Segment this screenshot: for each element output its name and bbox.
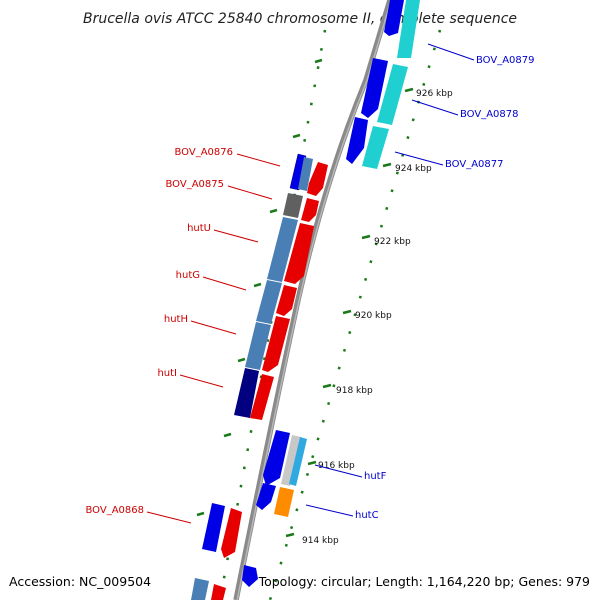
scale-label-918: 918 kbp bbox=[336, 386, 373, 396]
map-title: Brucella ovis ATCC 25840 chromosome II, … bbox=[83, 11, 517, 27]
tick-rails bbox=[218, 29, 442, 600]
gene-bov-a0878-cyan bbox=[377, 64, 408, 125]
scale-label-924: 924 kbp bbox=[395, 164, 432, 174]
outer-dash bbox=[292, 133, 301, 139]
label-bov-a0879: BOV_A0879 bbox=[476, 55, 535, 66]
label-hutu: hutU bbox=[187, 223, 211, 234]
leader-bov-a0876 bbox=[236, 153, 281, 167]
outer-dash bbox=[223, 432, 232, 438]
gene-huth-steel bbox=[245, 322, 271, 370]
leader-bov-a0879 bbox=[427, 43, 475, 61]
gene-hutf-lightgray bbox=[281, 435, 301, 486]
tick-916 bbox=[307, 460, 317, 466]
outer-dash bbox=[314, 58, 323, 64]
tick-920 bbox=[342, 309, 352, 315]
gene-labels: BOV_A0879 BOV_A0878 BOV_A0877 BOV_A0876 … bbox=[85, 55, 534, 521]
leader-bov-a0878 bbox=[411, 99, 459, 116]
tick-924 bbox=[382, 162, 392, 168]
label-hutg: hutG bbox=[176, 270, 200, 281]
outer-dash bbox=[253, 282, 262, 288]
tick-914 bbox=[285, 532, 295, 538]
outer-dash bbox=[269, 208, 278, 214]
genes-inner bbox=[242, 0, 420, 587]
tick-926 bbox=[404, 87, 414, 93]
gene-hutg-steel bbox=[256, 280, 282, 324]
scale-label-914: 914 kbp bbox=[302, 536, 339, 546]
gene-bov-a0876-steel bbox=[298, 157, 313, 191]
label-hutc: hutC bbox=[355, 510, 379, 521]
sequence-backbone bbox=[233, 0, 393, 600]
leader-hutu bbox=[213, 229, 259, 243]
label-huti: hutI bbox=[157, 368, 177, 379]
gene-bov-a0875-gray bbox=[283, 193, 303, 218]
label-hutf: hutF bbox=[364, 471, 387, 482]
label-bov-a0876: BOV_A0876 bbox=[174, 147, 233, 158]
tick-918 bbox=[322, 383, 332, 389]
gene-bov-a0868-forward bbox=[221, 508, 242, 558]
gene-next-forward bbox=[211, 584, 226, 600]
gene-hutu-forward bbox=[284, 223, 314, 284]
scale-label-916: 916 kbp bbox=[318, 461, 355, 471]
scale-ticks: 914 kbp 916 kbp 918 kbp 920 kbp 922 kbp … bbox=[196, 58, 453, 546]
gene-huti-forward bbox=[250, 374, 274, 420]
leader-bov-a0875 bbox=[227, 185, 273, 200]
gene-hutf-sky bbox=[289, 437, 307, 486]
gene-small-reverse bbox=[242, 565, 258, 587]
gene-bov-a0879-cyan bbox=[397, 0, 420, 58]
accession-label: Accession: NC_009504 bbox=[9, 574, 151, 589]
outer-dash bbox=[237, 357, 246, 363]
label-bov-a0875: BOV_A0875 bbox=[165, 179, 224, 190]
leader-huth bbox=[190, 320, 237, 335]
label-huth: hutH bbox=[164, 314, 188, 325]
gene-hutc-orange bbox=[274, 487, 294, 517]
gene-hutc-reverse bbox=[256, 483, 276, 510]
gene-bov-a0876-forward bbox=[307, 162, 328, 196]
outer-dash bbox=[196, 511, 205, 517]
tick-922 bbox=[361, 234, 371, 240]
gene-huti-navy bbox=[234, 368, 259, 418]
gene-bov-a0878-reverse bbox=[361, 58, 388, 118]
scale-label-922: 922 kbp bbox=[374, 237, 411, 247]
leader-bov-a0868 bbox=[146, 511, 192, 524]
gene-bov-a0879-reverse bbox=[384, 0, 404, 36]
gene-bov-a0877-reverse bbox=[346, 117, 368, 164]
scale-label-926: 926 kbp bbox=[416, 89, 453, 99]
leader-huti bbox=[179, 374, 224, 388]
gene-huth-forward bbox=[262, 316, 290, 372]
topology-summary: Topology: circular; Length: 1,164,220 bp… bbox=[258, 574, 590, 589]
inner-tick-rail bbox=[268, 29, 442, 600]
leader-hutg bbox=[202, 276, 247, 291]
sequence-backbone-highlight bbox=[236, 0, 392, 600]
leader-bov-a0877 bbox=[394, 151, 444, 166]
gene-bov-a0868-reverse bbox=[202, 503, 225, 552]
leader-lines bbox=[146, 43, 475, 524]
scale-label-920: 920 kbp bbox=[355, 311, 392, 321]
label-bov-a0877: BOV_A0877 bbox=[445, 159, 504, 170]
gene-bov-a0877-cyan bbox=[362, 126, 389, 169]
gene-hutf-reverse bbox=[263, 430, 290, 486]
gene-hutg-forward bbox=[276, 285, 297, 316]
gene-bov-a0875-forward bbox=[301, 198, 319, 222]
leader-hutc bbox=[305, 504, 354, 517]
genes-outer bbox=[191, 153, 328, 600]
gene-hutu-steel bbox=[267, 217, 298, 282]
gene-next-steel bbox=[191, 578, 209, 600]
label-bov-a0878: BOV_A0878 bbox=[460, 109, 519, 120]
outer-tick-rail bbox=[218, 29, 327, 600]
label-bov-a0868: BOV_A0868 bbox=[85, 505, 144, 516]
gene-bov-a0876-blue bbox=[289, 153, 307, 191]
leader-hutf bbox=[314, 464, 363, 478]
